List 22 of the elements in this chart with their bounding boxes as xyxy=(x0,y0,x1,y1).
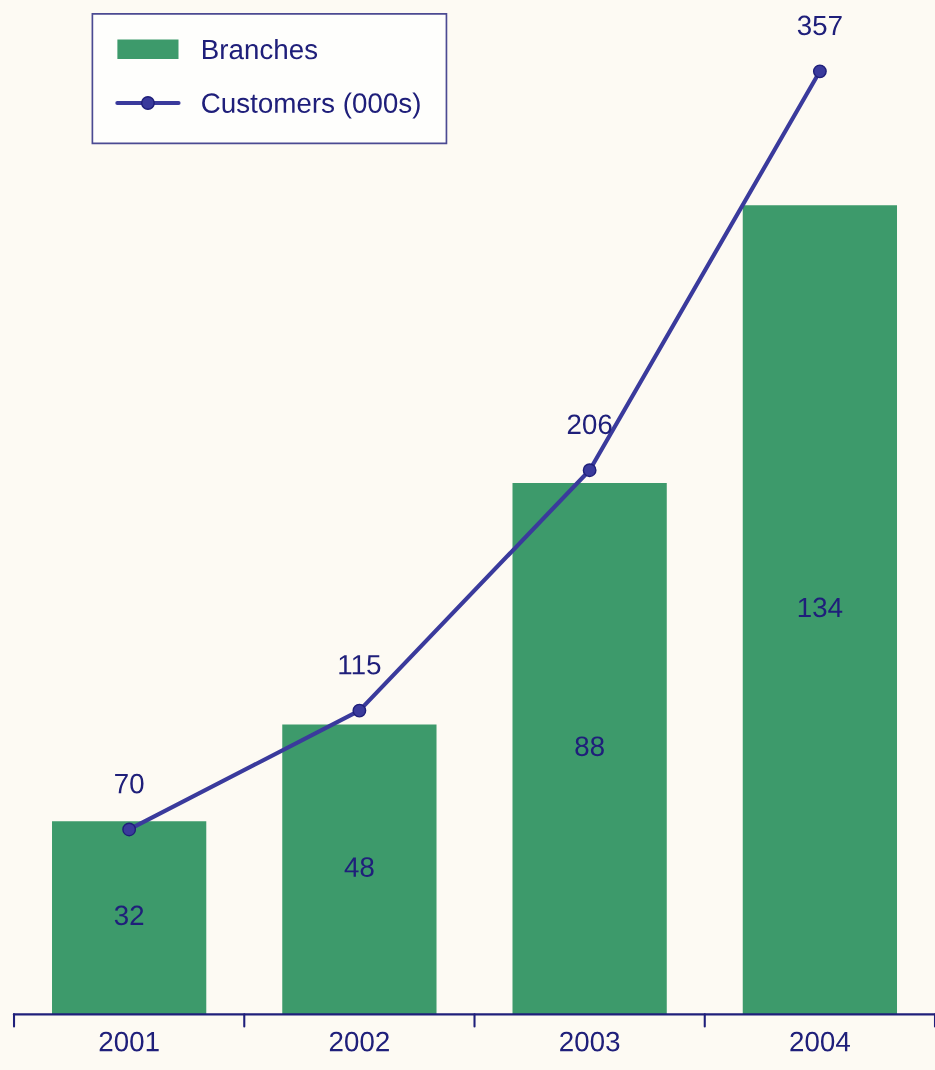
bar xyxy=(52,821,207,1015)
legend-label: Branches xyxy=(202,38,318,60)
point xyxy=(582,463,597,478)
data-label: 115 xyxy=(339,655,381,675)
point xyxy=(812,64,827,79)
x-tick-label: 2003 xyxy=(560,1031,620,1052)
legend-label: Customers (000s) xyxy=(202,92,420,119)
data-label: 32 xyxy=(114,905,144,926)
data-label: 70 xyxy=(115,773,144,794)
point xyxy=(122,822,137,837)
bar xyxy=(282,724,437,1015)
data-label: 88 xyxy=(575,736,604,757)
bar xyxy=(512,483,667,1015)
data-label: 357 xyxy=(797,15,842,36)
bar xyxy=(742,205,898,1015)
data-label: 134 xyxy=(798,597,843,618)
data-label: 48 xyxy=(344,857,374,877)
x-tick-label: 2001 xyxy=(99,1031,159,1052)
data-label: 206 xyxy=(567,414,612,435)
x-tick-label: 2002 xyxy=(329,1031,389,1052)
x-tick-label: 2004 xyxy=(790,1031,850,1052)
point xyxy=(352,703,367,718)
